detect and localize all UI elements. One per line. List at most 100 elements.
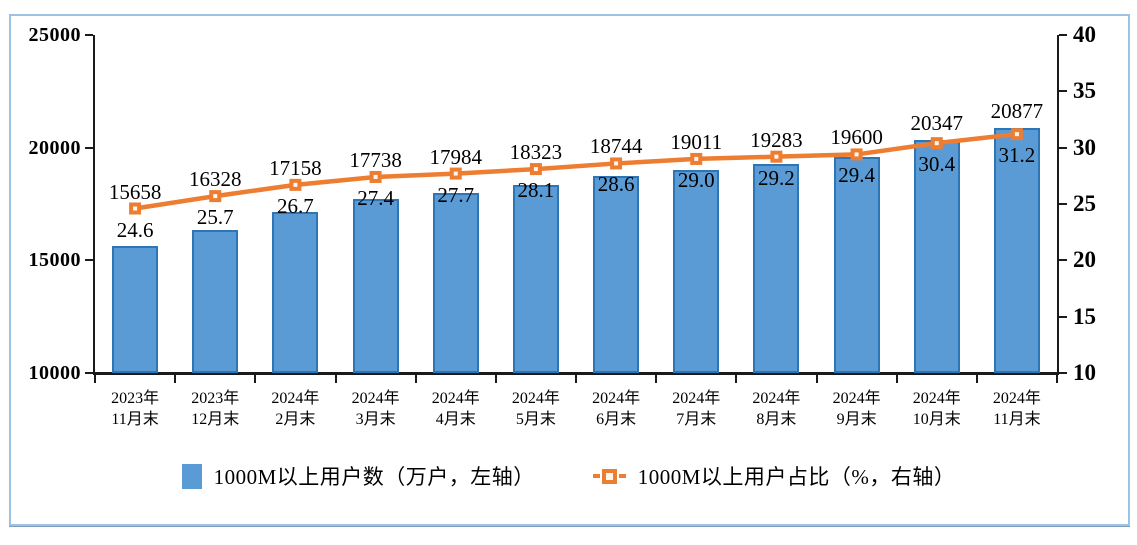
right-axis-tick bbox=[1059, 372, 1067, 374]
line-marker-center bbox=[453, 171, 458, 176]
line-marker-center bbox=[694, 156, 699, 161]
right-axis-tick-label: 35 bbox=[1073, 78, 1096, 104]
right-axis-tick bbox=[1059, 203, 1067, 205]
line-percent-label: 29.2 bbox=[758, 165, 795, 190]
bar-value-label: 17158 bbox=[269, 155, 322, 180]
x-axis-category-label-line2: 12月末 bbox=[191, 411, 240, 428]
x-axis-category-label: 2024年 2月末 bbox=[255, 388, 335, 430]
line-marker-center bbox=[854, 152, 859, 157]
x-axis-category-label: 2024年 6月末 bbox=[576, 388, 656, 430]
left-axis-tick-label: 15000 bbox=[28, 249, 81, 272]
x-axis-category-label-line2: 11月末 bbox=[111, 411, 159, 428]
right-axis-tick-label: 20 bbox=[1073, 247, 1096, 273]
bar-value-label: 20347 bbox=[910, 110, 964, 135]
right-axis-tick bbox=[1059, 146, 1067, 149]
bar-value-label: 19283 bbox=[750, 127, 803, 152]
left-axis-tick bbox=[85, 146, 93, 149]
legend-item-line-series: 1000M以上用户占比（%，右轴） bbox=[592, 461, 956, 491]
line-marker-center bbox=[1014, 132, 1019, 137]
line-series-marker-icon bbox=[592, 468, 626, 484]
x-axis-category-label-line2: 7月末 bbox=[676, 411, 717, 428]
line-percent-label: 29.0 bbox=[677, 167, 715, 192]
bar bbox=[192, 230, 239, 373]
bar bbox=[432, 193, 479, 373]
x-axis-category-label-line2: 5月末 bbox=[515, 411, 556, 428]
legend-bar-series-label: 1000M以上用户数（万户，左轴） bbox=[213, 465, 535, 489]
left-axis-tick bbox=[85, 259, 93, 262]
left-axis-tick bbox=[85, 372, 93, 374]
line-percent-label: 30.4 bbox=[918, 152, 956, 177]
right-axis-tick-label: 40 bbox=[1073, 22, 1096, 47]
x-axis-tick bbox=[254, 375, 257, 383]
bar-value-label: 17738 bbox=[349, 147, 402, 172]
right-axis-tick bbox=[1059, 259, 1067, 262]
right-axis-tick bbox=[1059, 315, 1067, 318]
bar-value-label: 16328 bbox=[189, 167, 242, 192]
x-axis-tick bbox=[655, 375, 658, 383]
x-axis-category-label: 2023年 11月末 bbox=[95, 388, 175, 430]
right-axis-tick bbox=[1059, 90, 1067, 93]
x-axis-category-label-line2: 11月末 bbox=[993, 411, 1041, 428]
bar-value-label: 18323 bbox=[509, 140, 563, 165]
x-axis-tick bbox=[494, 375, 497, 383]
line-percent-label: 27.4 bbox=[357, 185, 394, 210]
right-axis bbox=[1057, 35, 1059, 375]
x-axis-tick bbox=[735, 375, 738, 383]
bar bbox=[593, 175, 640, 373]
right-axis-tick-label: 15 bbox=[1073, 303, 1096, 329]
bar-value-label: 20877 bbox=[990, 98, 1044, 123]
right-axis-tick-label: 30 bbox=[1073, 134, 1096, 160]
bar bbox=[512, 185, 559, 373]
line-percent-label: 26.7 bbox=[277, 193, 314, 218]
line-marker-center bbox=[774, 154, 779, 159]
line-percent-label: 27.7 bbox=[437, 182, 475, 207]
left-axis-tick bbox=[85, 34, 93, 36]
x-axis-tick bbox=[815, 375, 818, 383]
x-axis-category-label: 2024年 9月末 bbox=[817, 388, 897, 430]
bar-value-label: 19600 bbox=[830, 125, 883, 150]
x-axis-category-label: 2023年 12月末 bbox=[175, 388, 255, 430]
x-axis-category-label: 2024年 3月末 bbox=[336, 388, 416, 430]
line-marker-center bbox=[133, 206, 138, 211]
x-axis-category-label: 2024年 10月末 bbox=[897, 388, 977, 430]
line-marker-center bbox=[213, 194, 218, 199]
x-axis-category-label-line2: 3月末 bbox=[355, 411, 396, 428]
line-marker-center bbox=[533, 167, 538, 172]
x-axis-category-label: 2024年 7月末 bbox=[656, 388, 736, 430]
x-axis-tick bbox=[94, 375, 96, 383]
bar bbox=[112, 245, 159, 373]
line-percent-label: 29.4 bbox=[838, 163, 875, 188]
legend-line-series-label: 1000M以上用户占比（%，右轴） bbox=[637, 465, 956, 489]
left-axis-tick-label: 20000 bbox=[28, 136, 81, 159]
legend-item-bar-series: 1000M以上用户数（万户，左轴） bbox=[181, 461, 535, 491]
bar-value-label: 15658 bbox=[108, 179, 162, 204]
right-axis-tick-label: 10 bbox=[1073, 360, 1096, 385]
line-percent-label: 28.6 bbox=[597, 172, 635, 197]
bar-series-swatch-icon bbox=[181, 463, 202, 489]
x-axis-category-label: 2024年 5月末 bbox=[496, 388, 576, 430]
x-axis-category-label: 2024年 4月末 bbox=[416, 388, 496, 430]
left-axis-tick-label: 25000 bbox=[28, 24, 81, 46]
x-axis-tick bbox=[174, 375, 177, 383]
line-marker-center bbox=[373, 174, 378, 179]
left-axis bbox=[93, 35, 95, 375]
line-path bbox=[134, 131, 1018, 211]
legend: 1000M以上用户数（万户，左轴） 1000M以上用户占比（%，右轴） bbox=[0, 458, 1137, 494]
line-percent-label: 25.7 bbox=[196, 205, 234, 230]
x-axis-category-label: 2024年 8月末 bbox=[736, 388, 816, 430]
x-axis-tick bbox=[414, 375, 417, 383]
bar-value-label: 17984 bbox=[429, 144, 483, 169]
left-axis-tick-label: 10000 bbox=[28, 362, 81, 384]
x-axis-tick bbox=[895, 375, 898, 383]
bar bbox=[913, 139, 960, 373]
x-axis-category-label-line2: 4月末 bbox=[435, 411, 476, 428]
bar-value-label: 18744 bbox=[589, 134, 643, 159]
line-percent-label: 28.1 bbox=[517, 178, 555, 203]
x-axis-tick bbox=[334, 375, 337, 383]
x-axis-category-label: 2024年 11月末 bbox=[977, 388, 1057, 430]
bar bbox=[673, 169, 720, 373]
x-axis-category-label-line2: 8月末 bbox=[756, 411, 797, 428]
bar-value-label: 19011 bbox=[670, 129, 723, 154]
